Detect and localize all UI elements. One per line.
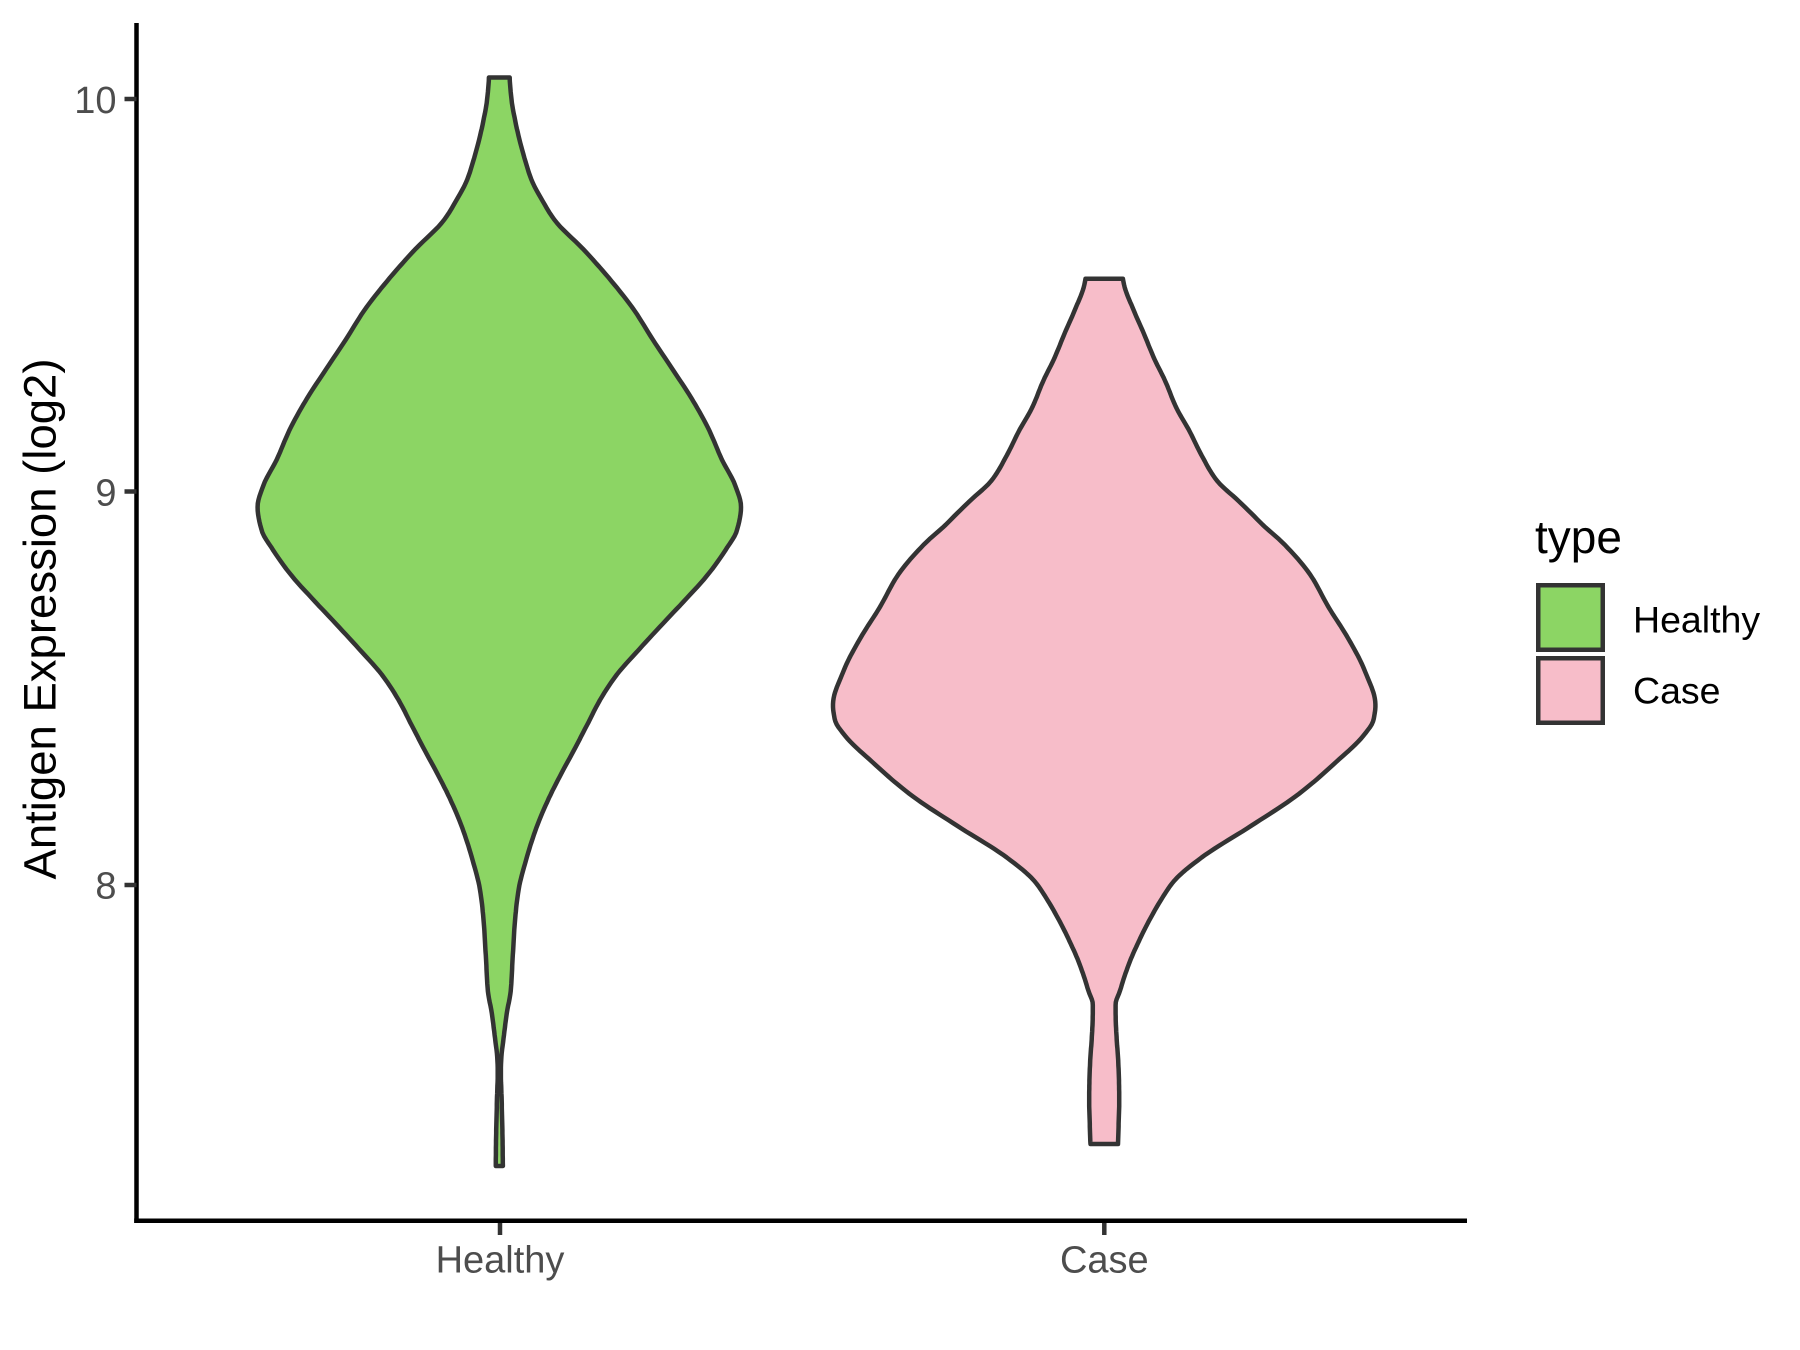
svg-text:9: 9 (95, 473, 116, 515)
svg-text:type: type (1535, 511, 1622, 563)
svg-text:8: 8 (95, 866, 116, 908)
svg-text:Antigen Expression (log2): Antigen Expression (log2) (15, 358, 66, 879)
svg-text:10: 10 (74, 80, 116, 122)
svg-text:Case: Case (1060, 1240, 1149, 1282)
svg-text:Healthy: Healthy (436, 1240, 565, 1282)
svg-text:Case: Case (1633, 670, 1721, 712)
svg-text:Healthy: Healthy (1633, 599, 1760, 641)
